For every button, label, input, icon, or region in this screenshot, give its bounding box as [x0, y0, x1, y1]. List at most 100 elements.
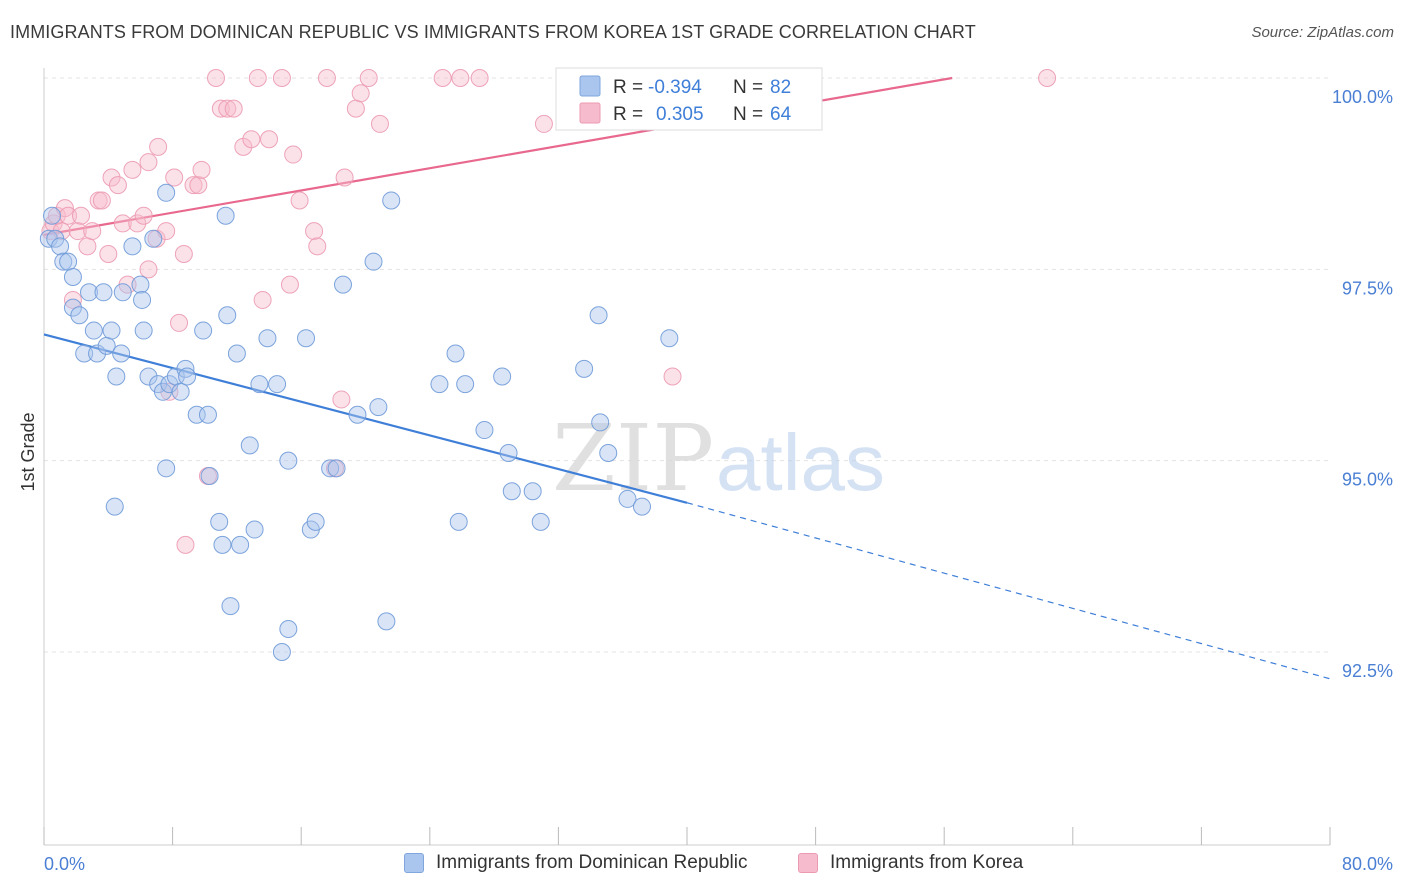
point-korea-58	[433, 69, 452, 87]
point-korea-35	[207, 69, 226, 87]
points-dominican	[39, 183, 679, 661]
legend-r-label-1: R =	[613, 77, 643, 98]
point-dominican-3	[51, 237, 70, 256]
point-korea-22	[139, 260, 158, 279]
legend-r-label-2: R =	[613, 104, 643, 125]
point-korea-54	[346, 99, 365, 118]
point-korea-6	[63, 290, 82, 309]
point-korea-7	[68, 222, 87, 241]
point-dominican-81	[157, 459, 176, 478]
point-dominican-41	[221, 597, 240, 616]
point-korea-29	[174, 245, 193, 264]
point-korea-52	[332, 390, 351, 409]
watermark-zip: ZIP	[552, 405, 714, 512]
point-korea-55	[351, 84, 370, 103]
bottom-legend: Immigrants from Dominican Republic Immig…	[0, 852, 1406, 878]
point-dominican-4	[54, 252, 73, 271]
point-korea-61	[534, 114, 553, 133]
legend-r-value-1: -0.394	[648, 77, 702, 98]
watermark: ZIP atlas	[552, 405, 885, 512]
legend: R = -0.394 N = 82 R = 0.305 N = 64	[555, 67, 823, 131]
x-ticks	[43, 827, 1331, 845]
point-korea-38	[224, 99, 243, 118]
point-dominican-38	[213, 535, 232, 554]
point-korea-63	[1038, 69, 1057, 87]
point-dominican-46	[250, 375, 269, 394]
point-dominican-55	[321, 459, 340, 478]
point-korea-14	[102, 168, 121, 187]
point-korea-43	[260, 130, 279, 149]
x-tick-label-min: 0.0%	[44, 854, 85, 874]
point-korea-32	[189, 176, 208, 195]
point-dominican-39	[216, 206, 235, 225]
point-dominican-15	[102, 321, 121, 340]
point-korea-41	[248, 69, 267, 87]
point-dominican-19	[123, 237, 142, 256]
bottom-legend-swatch-korea	[798, 853, 818, 873]
bottom-legend-swatch-dominican	[404, 853, 424, 873]
point-dominican-63	[430, 375, 449, 394]
point-dominican-47	[258, 329, 277, 348]
bottom-legend-item-korea: Immigrants from Korea	[798, 852, 1023, 874]
point-dominican-69	[499, 444, 518, 463]
point-dominican-78	[632, 497, 651, 516]
point-dominican-54	[306, 512, 325, 531]
point-korea-44	[272, 69, 291, 87]
point-korea-24	[149, 137, 168, 156]
point-korea-59	[451, 69, 470, 87]
point-dominican-23	[139, 367, 158, 386]
point-dominican-32	[178, 367, 197, 386]
point-dominican-30	[171, 382, 190, 401]
point-dominican-42	[227, 344, 246, 363]
legend-n-value-2: 64	[770, 104, 792, 125]
point-korea-27	[165, 168, 184, 187]
point-korea-48	[305, 222, 324, 241]
point-dominican-73	[575, 359, 594, 378]
point-dominican-7	[63, 298, 82, 317]
x-tick-label-max: 80.0%	[1342, 854, 1393, 874]
point-korea-28	[170, 313, 189, 332]
point-korea-30	[176, 535, 195, 554]
point-dominican-22	[134, 321, 153, 340]
point-dominican-75	[591, 413, 610, 432]
point-korea-56	[359, 69, 378, 87]
point-dominican-10	[75, 344, 94, 363]
point-dominican-56	[327, 459, 346, 478]
point-korea-47	[290, 191, 309, 210]
y-tick-labels: 92.5% 95.0% 97.5% 100.0%	[1332, 87, 1393, 681]
point-dominican-26	[153, 382, 172, 401]
point-korea-40	[242, 130, 261, 149]
point-dominican-80	[105, 497, 124, 516]
point-dominican-40	[218, 306, 237, 325]
point-dominican-65	[449, 512, 468, 531]
point-korea-50	[317, 69, 336, 87]
point-dominican-1	[43, 206, 62, 225]
point-dominican-67	[475, 421, 494, 440]
point-dominican-71	[523, 482, 542, 501]
point-dominican-13	[94, 283, 113, 302]
point-korea-62	[663, 367, 682, 386]
point-korea-45	[280, 275, 299, 294]
point-dominican-49	[272, 643, 291, 661]
point-korea-13	[99, 245, 118, 264]
point-dominican-60	[369, 398, 388, 417]
point-korea-10	[83, 222, 102, 241]
point-dominican-59	[364, 252, 383, 271]
source-label: Source: ZipAtlas.com	[1251, 24, 1394, 41]
point-korea-21	[139, 153, 158, 172]
point-dominican-20	[131, 275, 150, 294]
y-tick-label-2: 97.5%	[1342, 278, 1393, 298]
point-dominican-66	[456, 375, 475, 394]
point-dominican-17	[112, 344, 131, 363]
point-dominican-77	[618, 489, 637, 508]
y-axis-title: 1st Grade	[18, 412, 38, 491]
point-korea-8	[71, 206, 90, 225]
point-korea-31	[184, 176, 203, 195]
point-dominican-64	[446, 344, 465, 363]
point-dominican-35	[198, 405, 217, 424]
point-dominican-57	[333, 275, 352, 294]
bottom-legend-label-dominican: Immigrants from Dominican Republic	[436, 852, 748, 873]
point-korea-20	[134, 206, 153, 225]
trendline-dominican-dashed	[686, 502, 1331, 680]
point-korea-42	[253, 290, 272, 309]
